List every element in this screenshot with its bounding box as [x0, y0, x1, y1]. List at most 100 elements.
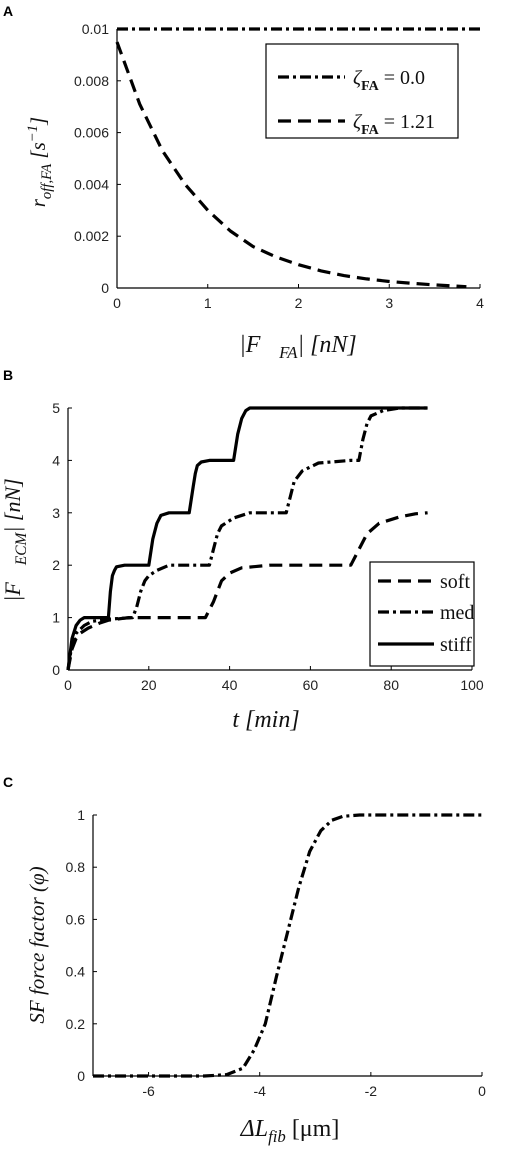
data-point — [350, 407, 351, 408]
x-tick-label: 100 — [460, 677, 484, 693]
data-point — [383, 410, 384, 411]
x-tick-label: 4 — [476, 295, 484, 311]
y-axis-label: |F⃗ECM| [nN] — [0, 478, 30, 601]
data-point — [233, 517, 234, 518]
data-point — [148, 565, 149, 566]
data-point — [275, 256, 276, 257]
data-point — [204, 1075, 205, 1076]
y-tick-label: 2 — [52, 557, 60, 573]
data-point — [294, 481, 295, 482]
data-point — [298, 28, 299, 29]
data-point — [398, 814, 399, 815]
data-point — [434, 28, 435, 29]
data-point — [290, 497, 291, 498]
series-line-med — [66, 406, 428, 671]
data-point — [298, 264, 299, 265]
y-tick-label: 0.4 — [66, 964, 86, 980]
data-point — [67, 669, 68, 670]
data-point — [140, 591, 141, 592]
data-point — [88, 628, 89, 629]
x-tick-label: 0 — [113, 295, 121, 311]
y-tick-label: 5 — [52, 400, 60, 416]
data-point — [309, 851, 310, 852]
data-point — [359, 814, 360, 815]
data-point — [269, 565, 270, 566]
data-point — [265, 1023, 266, 1024]
series-line-stiff — [66, 406, 428, 671]
data-point — [201, 461, 202, 462]
data-point — [427, 512, 428, 513]
data-point — [237, 434, 238, 435]
data-point — [80, 620, 81, 621]
x-tick-label: 80 — [383, 677, 399, 693]
data-point — [132, 617, 133, 618]
data-point — [358, 460, 359, 461]
data-point — [362, 439, 363, 440]
panel-c: C -6 -4 -2 0 0 0.2 0.4 0.6 0.8 1 ΔLfib [μm] SF force… — [3, 774, 486, 1146]
x-tick-label: 40 — [222, 677, 238, 693]
data-point — [370, 415, 371, 416]
data-point — [343, 275, 344, 276]
data-point — [286, 512, 287, 513]
data-point — [148, 1075, 149, 1076]
data-point — [221, 580, 222, 581]
legend-entry: ζFA = 1.21 — [353, 111, 435, 138]
data-point — [233, 460, 234, 461]
x-axis-label: |F⃗FA| [nN] — [239, 332, 357, 362]
data-point — [148, 575, 149, 576]
data-point — [269, 407, 270, 408]
legend: ζFA = 0.0 ζFA = 1.21 — [265, 43, 459, 139]
y-tick-label: 1 — [52, 610, 60, 626]
y-tick-label: 3 — [52, 505, 60, 521]
data-point — [241, 567, 242, 568]
panel-a: A 0 1 2 3 4 0 0.002 0.004 0.006 0.008 0.01 |F⃗FA| [n… — [3, 3, 484, 362]
data-point — [242, 1068, 243, 1069]
data-point — [124, 565, 125, 566]
data-point — [254, 1049, 255, 1050]
x-tick-label: -4 — [253, 1083, 266, 1099]
legend-entry: med — [440, 602, 474, 624]
y-tick-label: 0 — [101, 280, 109, 296]
series-line-0 — [93, 813, 482, 1078]
data-point — [466, 286, 467, 287]
data-point — [168, 565, 169, 566]
panel-label: C — [3, 774, 13, 790]
data-point — [427, 407, 428, 408]
data-point — [350, 460, 351, 461]
data-point — [92, 1075, 93, 1076]
data-point — [195, 473, 196, 474]
data-point — [162, 28, 163, 29]
data-point — [479, 28, 480, 29]
y-tick-label: 0 — [52, 662, 60, 678]
data-point — [116, 566, 117, 567]
data-point — [434, 284, 435, 285]
legend-entry: stiff — [440, 634, 472, 656]
x-tick-label: 1 — [204, 295, 212, 311]
data-point — [415, 513, 416, 514]
data-point — [209, 565, 210, 566]
y-tick-label: 0.8 — [66, 859, 86, 875]
data-point — [230, 230, 231, 231]
data-point — [481, 814, 482, 815]
data-point — [76, 625, 77, 626]
data-point — [116, 28, 117, 29]
data-point — [249, 512, 250, 513]
data-point — [245, 410, 246, 411]
data-point — [253, 28, 254, 29]
data-point — [160, 515, 161, 516]
legend-entry: ζFA = 0.0 — [353, 67, 425, 94]
y-tick-label: 0.002 — [74, 228, 109, 244]
x-tick-label: 20 — [141, 677, 157, 693]
data-point — [249, 407, 250, 408]
x-tick-label: -6 — [142, 1083, 155, 1099]
data-point — [276, 976, 277, 977]
data-point — [168, 512, 169, 513]
data-point — [221, 525, 222, 526]
data-point — [379, 523, 380, 524]
data-point — [197, 465, 198, 466]
data-point — [189, 512, 190, 513]
data-point — [343, 28, 344, 29]
x-tick-label: 2 — [295, 295, 303, 311]
data-point — [156, 570, 157, 571]
